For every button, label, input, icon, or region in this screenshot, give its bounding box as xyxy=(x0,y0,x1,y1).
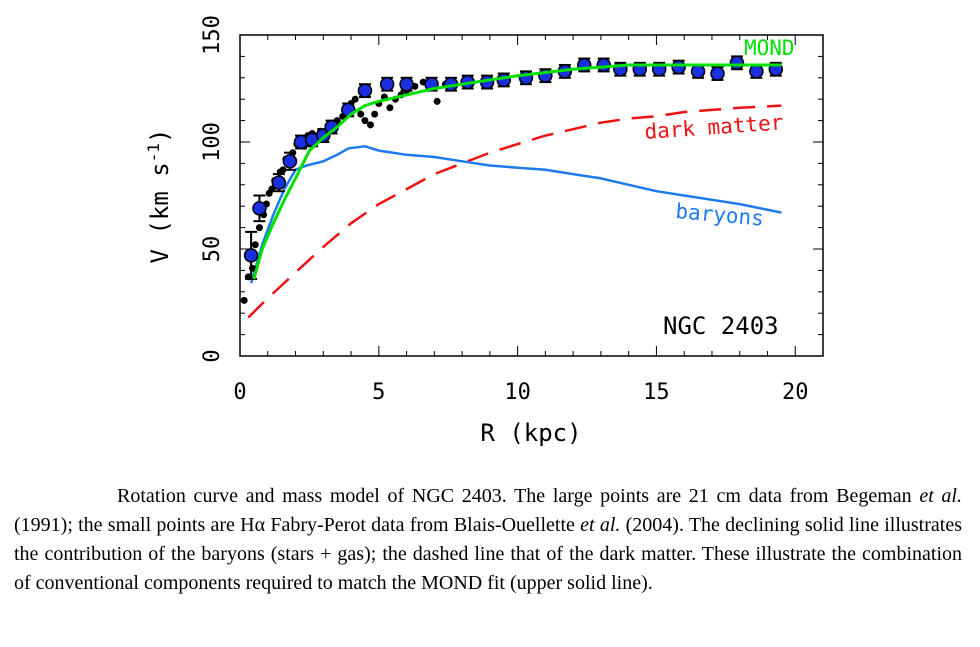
baryons-label: baryons xyxy=(675,199,765,231)
caption-part-3: (2004). The declining solid line illustr… xyxy=(14,514,962,594)
large-data-point xyxy=(243,248,259,263)
small-data-point xyxy=(361,117,369,125)
y-tick-label: 150 xyxy=(200,15,225,55)
small-data-point xyxy=(255,224,263,232)
small-data-point xyxy=(357,110,365,118)
large-data-point xyxy=(271,175,287,190)
x-tick-label: 0 xyxy=(233,380,246,405)
caption-etal-2: et al. xyxy=(580,514,621,536)
small-data-point xyxy=(240,296,248,304)
small-data-point xyxy=(251,241,259,249)
large-data-point xyxy=(357,83,373,98)
small-data-point xyxy=(279,166,287,174)
x-axis-title: R (kpc) xyxy=(480,419,581,447)
x-tick-label: 10 xyxy=(504,380,531,405)
y-tick-label: 0 xyxy=(200,349,225,362)
large-data-point xyxy=(710,66,725,81)
plot-axes: 0 5 10 15 20 0 50 100 150 xyxy=(200,15,824,405)
caption-etal-1: et al. xyxy=(919,485,962,507)
dark-matter-line xyxy=(247,104,782,319)
x-tick-label: 20 xyxy=(782,380,809,405)
y-axis-title: V (km s-1) xyxy=(144,129,174,264)
x-tick-label: 15 xyxy=(643,380,670,405)
large-data-point xyxy=(379,76,395,92)
galaxy-label: NGC 2403 xyxy=(663,312,779,340)
rotation-curve-chart: 0 5 10 15 20 0 50 100 150 MOND dark matter baryo… xyxy=(144,15,824,447)
large-data-point xyxy=(671,59,686,75)
small-data-point xyxy=(433,97,441,105)
large-data-point xyxy=(252,201,267,216)
small-data-point xyxy=(366,121,374,129)
large-data-point xyxy=(729,55,745,71)
mond-fit-line xyxy=(252,63,782,280)
plot-frame xyxy=(239,34,824,357)
small-data-point xyxy=(386,104,394,112)
caption-part-2: (1991); the small points are Hα Fabry-Pe… xyxy=(14,514,581,536)
mond-label: MOND xyxy=(744,36,795,60)
large-data-point xyxy=(399,76,414,92)
small-data-point xyxy=(371,110,379,118)
small-data-point xyxy=(351,95,359,103)
caption-part-1: Rotation curve and mass model of NGC 240… xyxy=(117,485,920,507)
y-tick-label: 100 xyxy=(200,122,225,162)
large-data-point xyxy=(596,57,611,73)
large-data-point xyxy=(749,64,764,79)
data-points-layer xyxy=(240,55,784,304)
figure-caption: Rotation curve and mass model of NGC 240… xyxy=(14,482,962,598)
large-data-point xyxy=(282,154,298,169)
dark-matter-label: dark matter xyxy=(644,110,784,144)
x-tick-label: 5 xyxy=(372,380,385,405)
y-tick-label: 50 xyxy=(200,236,225,263)
large-data-point xyxy=(690,64,706,79)
